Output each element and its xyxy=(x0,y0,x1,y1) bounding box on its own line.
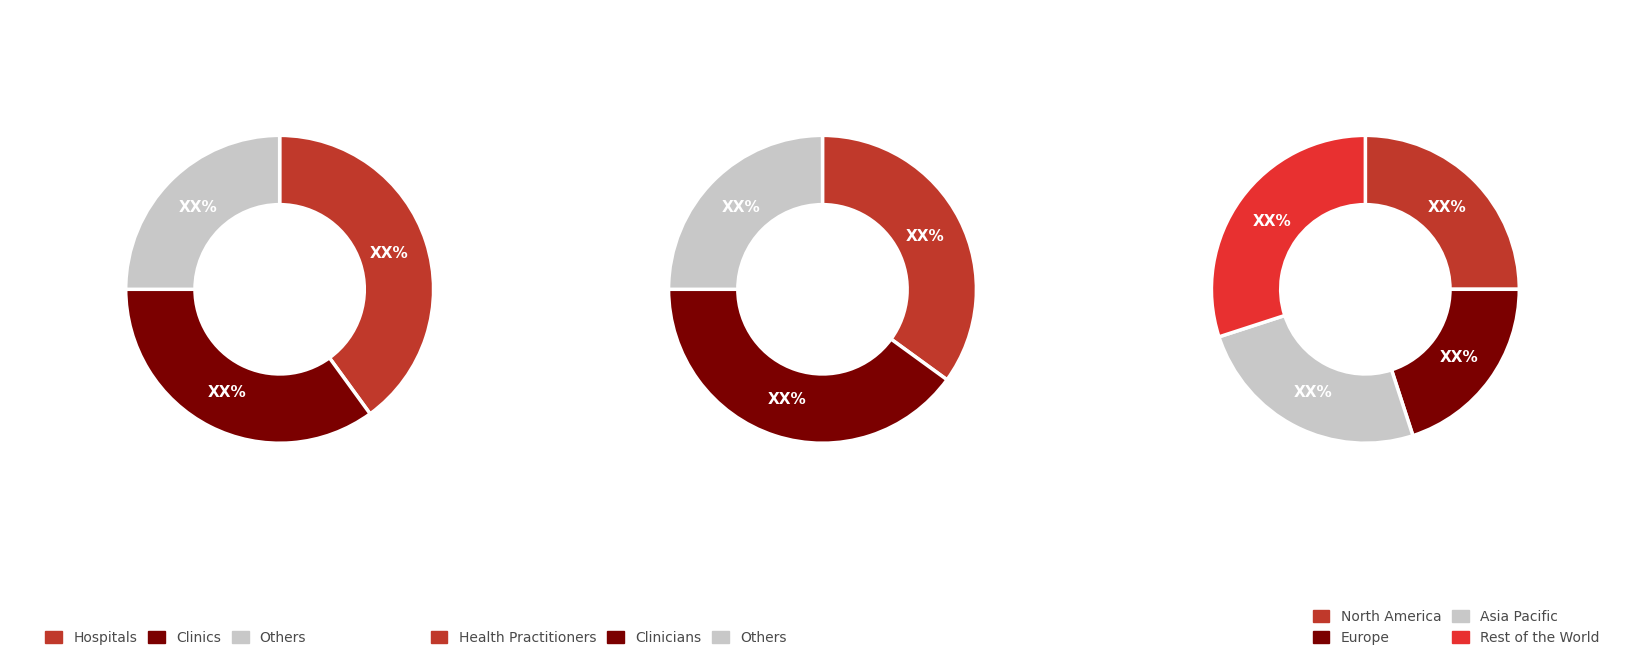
Wedge shape xyxy=(668,290,948,443)
Wedge shape xyxy=(1365,135,1520,290)
Wedge shape xyxy=(125,290,370,443)
Wedge shape xyxy=(1392,290,1520,436)
Text: XX%: XX% xyxy=(370,246,410,261)
Text: XX%: XX% xyxy=(722,200,760,215)
Text: BY DESIGNATION: BY DESIGNATION xyxy=(737,37,908,54)
Wedge shape xyxy=(822,135,977,380)
Text: XX%: XX% xyxy=(1293,384,1332,400)
Wedge shape xyxy=(1219,315,1413,443)
Text: BY REGION: BY REGION xyxy=(1311,37,1420,54)
Text: XX%: XX% xyxy=(1428,200,1466,215)
Wedge shape xyxy=(668,135,822,290)
Legend: North America, Europe, Asia Pacific, Rest of the World: North America, Europe, Asia Pacific, Res… xyxy=(1308,604,1606,651)
Text: BY END USER: BY END USER xyxy=(212,37,347,54)
Text: XX%: XX% xyxy=(179,200,217,215)
Text: XX%: XX% xyxy=(906,229,944,244)
Legend: Hospitals, Clinics, Others: Hospitals, Clinics, Others xyxy=(39,625,313,651)
Text: XX%: XX% xyxy=(1252,214,1291,229)
Legend: Health Practitioners, Clinicians, Others: Health Practitioners, Clinicians, Others xyxy=(426,625,791,651)
Text: XX%: XX% xyxy=(1439,350,1479,365)
Wedge shape xyxy=(1211,135,1365,337)
Wedge shape xyxy=(125,135,280,290)
Wedge shape xyxy=(280,135,434,414)
Text: XX%: XX% xyxy=(207,384,247,400)
Text: XX%: XX% xyxy=(768,392,806,406)
